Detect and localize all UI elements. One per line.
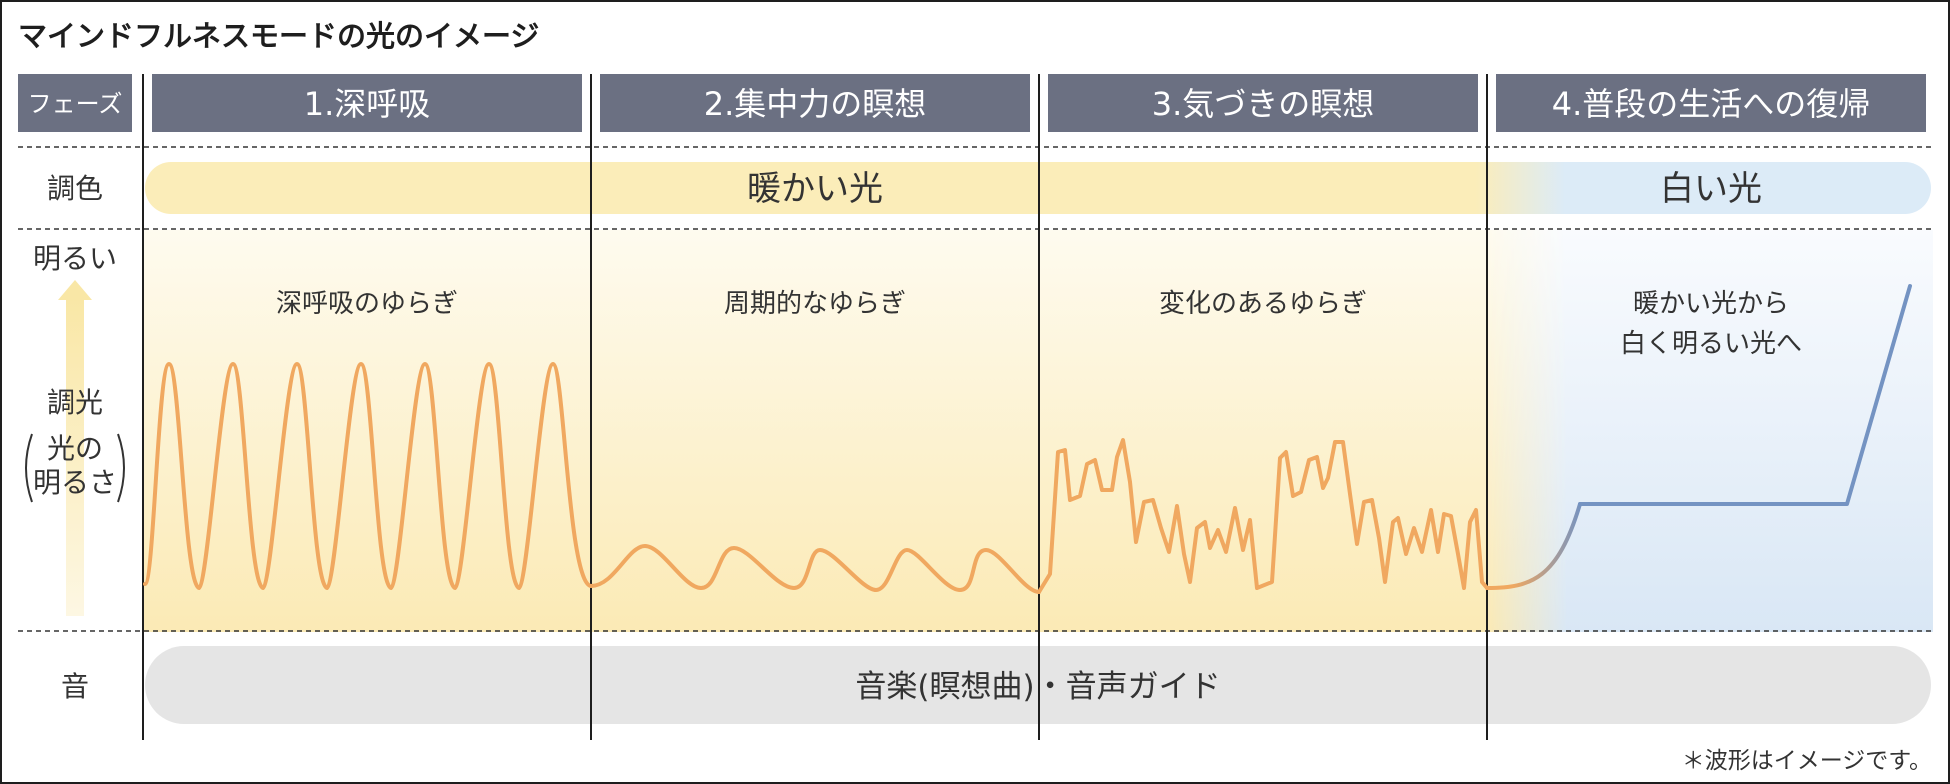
dimming-row-label: 調光: [47, 386, 103, 419]
brightness-arrow-shaft: [66, 298, 84, 616]
sound-row-label: 音: [61, 670, 89, 703]
dimming-sub-label-2: 明るさ: [33, 466, 117, 499]
footnote: ＊波形はイメージです。: [1682, 748, 1932, 774]
right-paren: [117, 433, 125, 503]
phase-title-4: 4.普段の生活への復帰: [1552, 85, 1871, 123]
caption-segment-1: 深呼吸のゆらぎ: [276, 289, 458, 319]
caption-segment-4-line-1: 暖かい光から: [1633, 289, 1789, 319]
wave-return: [1578, 284, 1912, 506]
color-row-label: 調色: [47, 172, 103, 205]
wave-periodic: [589, 544, 1041, 594]
phase-title-2: 2.集中力の瞑想: [704, 85, 927, 123]
wave-varied: [1037, 438, 1489, 594]
row-separators: [18, 146, 1933, 632]
phase-dividers: [142, 74, 1488, 740]
phase-header-4: [1496, 74, 1926, 132]
phase-header-2: [600, 74, 1030, 132]
phase-label: フェーズ: [28, 90, 123, 118]
caption-segment-4-line-2: 白く明るい光へ: [1620, 329, 1802, 359]
phase-title-3: 3.気づきの瞑想: [1152, 85, 1375, 123]
phase-header-1: [152, 74, 582, 132]
dimming-sub-label-1: 光の: [47, 432, 103, 465]
phase-label-box: [18, 74, 132, 132]
dimming-white-background: [1487, 230, 1933, 632]
left-paren: [25, 433, 33, 503]
caption-segment-3: 変化のあるゆらぎ: [1159, 289, 1367, 319]
waveforms: [143, 284, 1912, 594]
white-light-label: 白い光: [1660, 169, 1762, 209]
caption-segment-2: 周期的なゆらぎ: [724, 289, 906, 319]
wave-deep-breathing: [143, 362, 593, 590]
bright-label: 明るい: [33, 242, 117, 275]
diagram-title: マインドフルネスモードの光のイメージ: [18, 19, 539, 53]
phase-header-3: [1048, 74, 1478, 132]
phase-title-1: 1.深呼吸: [304, 85, 431, 123]
brightness-arrow-head: [58, 280, 92, 300]
warm-light-label: 暖かい光: [747, 169, 883, 209]
wave-transition: [1485, 502, 1582, 590]
